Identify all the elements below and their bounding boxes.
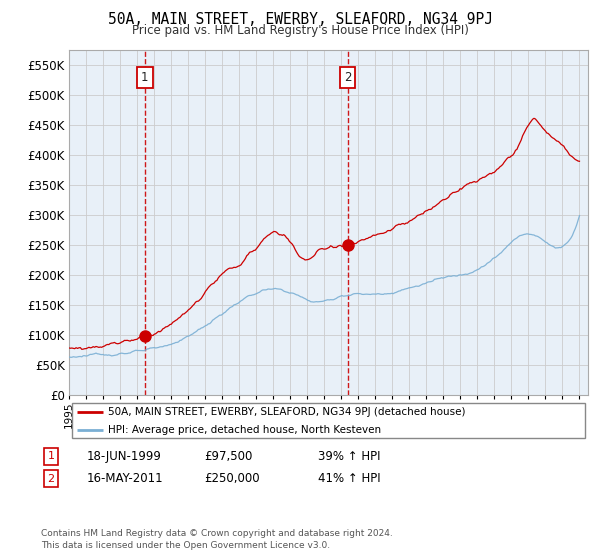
Text: 39% ↑ HPI: 39% ↑ HPI: [318, 450, 380, 463]
Text: 2: 2: [47, 474, 55, 484]
Text: Contains HM Land Registry data © Crown copyright and database right 2024.
This d: Contains HM Land Registry data © Crown c…: [41, 529, 392, 550]
Text: 50A, MAIN STREET, EWERBY, SLEAFORD, NG34 9PJ: 50A, MAIN STREET, EWERBY, SLEAFORD, NG34…: [107, 12, 493, 27]
Text: 2: 2: [344, 71, 352, 84]
Text: Price paid vs. HM Land Registry's House Price Index (HPI): Price paid vs. HM Land Registry's House …: [131, 24, 469, 36]
Text: 1: 1: [47, 451, 55, 461]
Text: 18-JUN-1999: 18-JUN-1999: [87, 450, 162, 463]
FancyBboxPatch shape: [71, 403, 586, 438]
Text: 50A, MAIN STREET, EWERBY, SLEAFORD, NG34 9PJ (detached house): 50A, MAIN STREET, EWERBY, SLEAFORD, NG34…: [108, 407, 466, 417]
Text: HPI: Average price, detached house, North Kesteven: HPI: Average price, detached house, Nort…: [108, 425, 381, 435]
Text: 41% ↑ HPI: 41% ↑ HPI: [318, 472, 380, 486]
Text: 1: 1: [141, 71, 149, 84]
Text: £97,500: £97,500: [204, 450, 253, 463]
Text: £250,000: £250,000: [204, 472, 260, 486]
Text: 16-MAY-2011: 16-MAY-2011: [87, 472, 164, 486]
